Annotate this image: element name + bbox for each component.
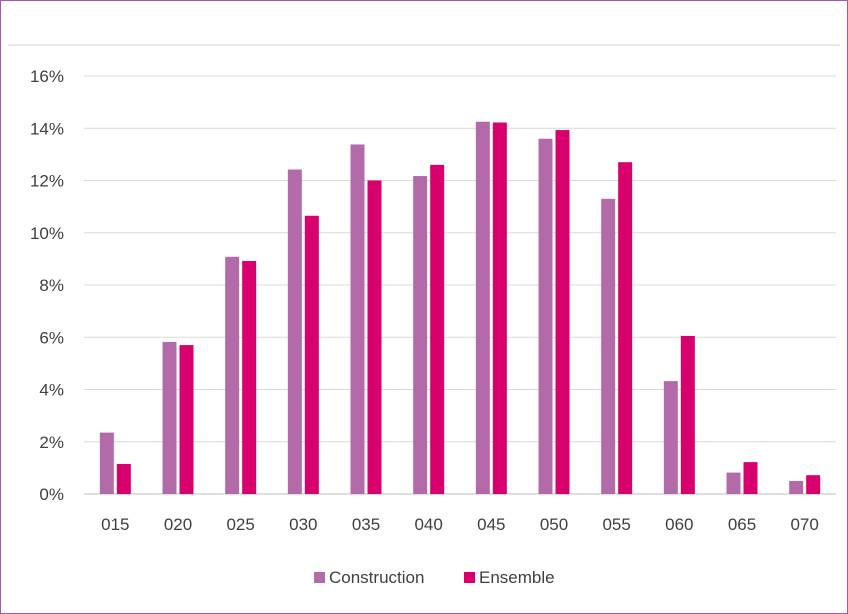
legend-label-ensemble: Ensemble bbox=[479, 568, 555, 587]
y-tick-label: 6% bbox=[39, 328, 64, 347]
bar-ensemble-030 bbox=[304, 215, 319, 495]
x-tick-label: 060 bbox=[665, 515, 693, 534]
bar-ensemble-015 bbox=[116, 463, 131, 494]
y-axis-ticks: 0% 2% 4% 6% 8% 10% 12% 14% 16% bbox=[30, 67, 64, 504]
bar-construction-045 bbox=[475, 121, 490, 494]
x-tick-label: 035 bbox=[352, 515, 380, 534]
bar-construction-065 bbox=[726, 472, 741, 494]
x-axis-ticks: 015 020 025 030 035 040 045 050 055 060 065 070 bbox=[101, 515, 819, 534]
bar-construction-030 bbox=[287, 169, 302, 494]
legend-swatch-ensemble bbox=[464, 572, 475, 583]
bar-ensemble-045 bbox=[492, 122, 507, 494]
y-tick-label: 16% bbox=[30, 67, 64, 86]
bar-ensemble-020 bbox=[179, 345, 194, 494]
bar-construction-020 bbox=[162, 341, 177, 494]
x-tick-label: 055 bbox=[602, 515, 630, 534]
bar-ensemble-060 bbox=[680, 335, 695, 494]
bar-ensemble-050 bbox=[555, 130, 570, 495]
y-tick-label: 12% bbox=[30, 172, 64, 191]
y-tick-label: 8% bbox=[39, 276, 64, 295]
x-tick-label: 070 bbox=[790, 515, 818, 534]
y-tick-label: 2% bbox=[39, 433, 64, 452]
bar-construction-025 bbox=[225, 256, 240, 494]
bar-ensemble-025 bbox=[242, 260, 257, 494]
bar-ensemble-070 bbox=[806, 475, 821, 494]
bar-ensemble-055 bbox=[618, 162, 633, 494]
bar-construction-015 bbox=[99, 432, 114, 494]
bars bbox=[99, 121, 821, 495]
bar-ensemble-035 bbox=[367, 180, 382, 494]
y-tick-label: 0% bbox=[39, 485, 64, 504]
bar-construction-055 bbox=[601, 198, 616, 494]
x-tick-label: 015 bbox=[101, 515, 129, 534]
bar-ensemble-065 bbox=[743, 462, 758, 494]
x-tick-label: 040 bbox=[414, 515, 442, 534]
gridlines bbox=[84, 75, 836, 495]
y-tick-label: 10% bbox=[30, 224, 64, 243]
x-tick-label: 020 bbox=[164, 515, 192, 534]
y-tick-label: 14% bbox=[30, 119, 64, 138]
x-tick-label: 050 bbox=[540, 515, 568, 534]
x-tick-label: 065 bbox=[728, 515, 756, 534]
x-tick-label: 045 bbox=[477, 515, 505, 534]
bar-construction-035 bbox=[350, 144, 365, 494]
bar-construction-070 bbox=[789, 480, 804, 494]
x-tick-label: 025 bbox=[226, 515, 254, 534]
bar-construction-050 bbox=[538, 138, 553, 494]
legend: Construction Ensemble bbox=[314, 568, 555, 587]
legend-label-construction: Construction bbox=[329, 568, 424, 587]
y-tick-label: 4% bbox=[39, 381, 64, 400]
legend-swatch-construction bbox=[314, 572, 325, 583]
x-tick-label: 030 bbox=[289, 515, 317, 534]
bar-construction-060 bbox=[663, 381, 678, 494]
bar-construction-040 bbox=[413, 176, 428, 494]
bar-ensemble-040 bbox=[430, 164, 445, 494]
